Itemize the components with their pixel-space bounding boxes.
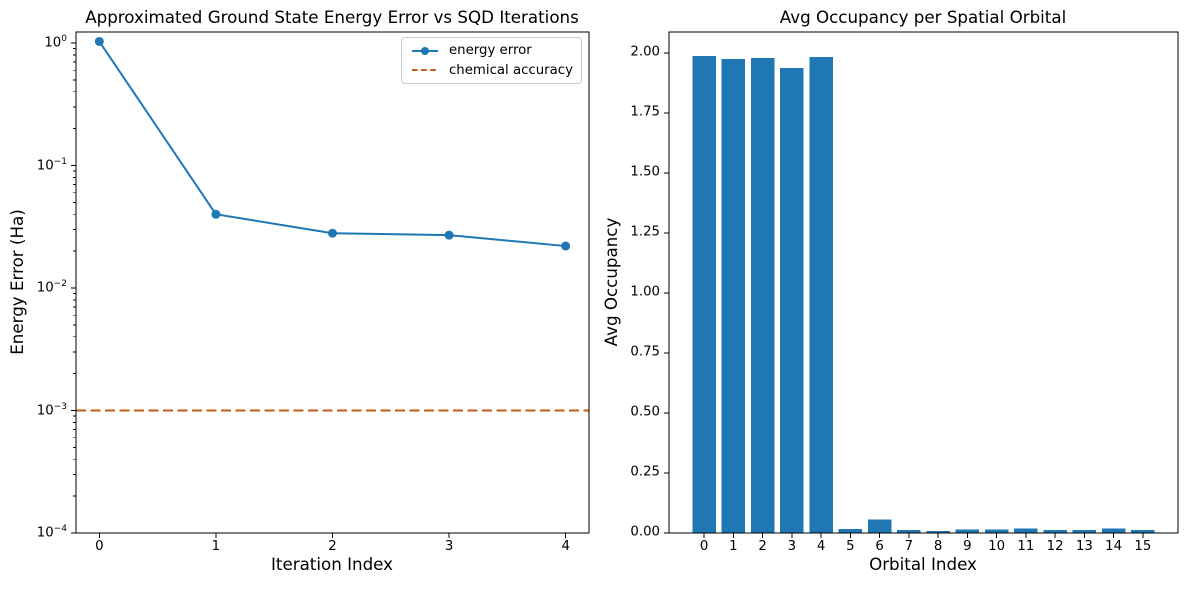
right-x-tick-label: 11 [1017, 539, 1035, 554]
energy-error-line-icon [412, 46, 438, 55]
right-x-tick-label: 4 [816, 539, 826, 554]
occupancy-bar [1072, 529, 1097, 533]
right-x-tick-label: 1 [729, 539, 738, 554]
occupancy-bar [809, 56, 833, 534]
right-x-tick-label: 3 [787, 539, 797, 554]
left-yaxis-label: Energy Error (Ha) [7, 209, 27, 355]
left-x-tick-label: 3 [444, 539, 454, 554]
left-xaxis-label: Iteration Index [270, 554, 394, 574]
right-y-tick-label: 1.75 [630, 104, 660, 120]
right-y-tick-label: 1.25 [630, 224, 660, 240]
right-chart-title: Avg Occupancy per Spatial Orbital [779, 7, 1067, 27]
legend: energy error chemical accuracy [401, 37, 582, 84]
left-y-tick-label: 100 [44, 33, 67, 51]
energy-error-point [561, 241, 571, 251]
occupancy-bar [1014, 528, 1038, 533]
occupancy-bar [692, 55, 716, 533]
right-y-tick-label: 0.50 [630, 404, 660, 420]
left-y-tick-label: 10−1 [36, 156, 67, 173]
right-y-tick-label: 0.00 [630, 524, 660, 540]
right-y-tick-label: 2.00 [630, 44, 660, 60]
left-axes-frame [75, 31, 590, 534]
right-x-tick-label: 14 [1105, 539, 1123, 554]
right-x-tick-label: 5 [846, 539, 855, 554]
occupancy-bar [984, 529, 1009, 533]
occupancy-bar [1101, 528, 1126, 533]
left-x-tick-label: 1 [211, 539, 221, 554]
occupancy-bar [926, 531, 950, 533]
occupancy-bar [955, 529, 980, 533]
left-x-tick-label: 0 [95, 539, 104, 554]
energy-error-point [444, 230, 454, 240]
right-yaxis-label: Avg Occupancy [601, 217, 621, 347]
chemical-accuracy-dash-icon [412, 69, 438, 72]
occupancy-bar [750, 57, 775, 534]
right-x-tick-label: 9 [963, 539, 972, 554]
right-y-tick-label: 1.50 [630, 164, 660, 180]
right-axes-frame [668, 31, 1179, 534]
occupancy-bar [780, 67, 804, 533]
energy-error-point [94, 36, 104, 46]
energy-error-point [211, 209, 221, 219]
right-x-tick-label: 0 [699, 539, 709, 554]
occupancy-bar [867, 519, 892, 533]
right-x-tick-label: 8 [933, 539, 943, 554]
left-y-tick-label: 10−4 [36, 523, 67, 541]
right-y-tick-label: 0.25 [630, 464, 660, 480]
left-x-tick-label: 2 [328, 539, 337, 554]
right-y-tick-label: 1.00 [630, 284, 660, 300]
right-x-tick-label: 2 [758, 539, 767, 554]
left-chart-title: Approximated Ground State Energy Error v… [85, 7, 579, 27]
occupancy-bar [838, 529, 863, 533]
left-y-tick-label: 10−3 [36, 401, 67, 418]
right-x-tick-label: 6 [875, 539, 884, 554]
right-x-tick-label: 12 [1046, 539, 1064, 554]
right-y-tick-label: 0.75 [630, 344, 660, 360]
legend-label-chemical-accuracy: chemical accuracy [449, 62, 573, 78]
right-x-tick-label: 7 [904, 539, 914, 554]
left-x-tick-label: 4 [561, 539, 570, 554]
legend-entry-energy-error: energy error [411, 43, 572, 58]
right-x-tick-label: 10 [988, 539, 1006, 554]
right-xaxis-label: Orbital Index [869, 554, 977, 574]
energy-error-point [328, 228, 337, 238]
occupancy-bar [1131, 529, 1155, 533]
left-y-tick-label: 10−2 [36, 278, 67, 296]
occupancy-bar [897, 530, 921, 533]
occupancy-bar [721, 58, 746, 533]
legend-label-energy-error: energy error [449, 43, 532, 59]
legend-entry-chemical-accuracy: chemical accuracy [411, 62, 573, 78]
right-x-tick-label: 13 [1075, 539, 1093, 554]
right-x-tick-label: 15 [1134, 539, 1152, 554]
occupancy-bar [1043, 529, 1067, 533]
